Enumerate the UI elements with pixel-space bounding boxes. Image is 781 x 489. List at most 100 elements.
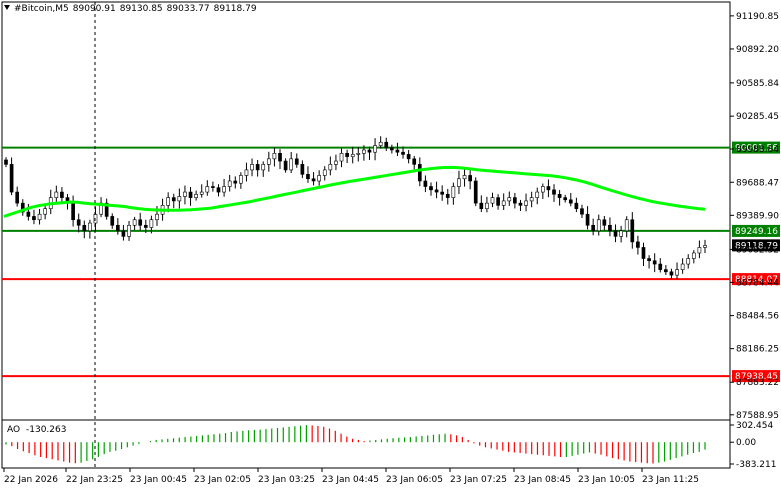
candle-body [518, 202, 523, 206]
price-tick-label: 90892.20 [736, 45, 779, 55]
close-price: 89118.79 [213, 4, 257, 14]
candle-body [664, 269, 668, 273]
candle-body [513, 197, 517, 204]
dropdown-arrow-icon[interactable] [4, 5, 10, 10]
candle-body [680, 263, 685, 270]
ao-tick-label: 0.00 [736, 438, 756, 448]
candle-body [557, 193, 562, 198]
candle-body [32, 216, 36, 221]
level-label-bg [732, 273, 780, 286]
time-tick-label: 23 Jan 03:25 [258, 475, 315, 485]
candle-body [250, 164, 254, 171]
candle-body [82, 224, 87, 232]
candle-body [390, 147, 394, 151]
candle-body [334, 160, 338, 165]
candle-body [116, 224, 120, 232]
time-tick-label: 23 Jan 10:05 [578, 475, 635, 485]
candle-body [239, 175, 243, 184]
price-tick-label: 89988.84 [736, 145, 779, 155]
candle-body [647, 258, 651, 262]
price-tick-label: 87883.22 [736, 378, 779, 388]
candle-body [255, 164, 260, 171]
time-tick-label: 23 Jan 00:45 [130, 475, 187, 485]
chart-frame [1, 1, 731, 469]
candle-body [227, 180, 232, 187]
candle-body [104, 202, 109, 217]
candle-body [395, 149, 400, 153]
level-label-bg [732, 141, 780, 154]
price-tick-label: 90585.84 [736, 79, 779, 89]
candle-body [26, 211, 31, 217]
candle-body [289, 158, 294, 171]
time-tick-label: 23 Jan 07:25 [450, 475, 507, 485]
candle-body [490, 197, 495, 204]
price-axis: 91190.85 90892.20 90585.84 90285.45 89988.84… [730, 12, 779, 421]
candle-body [76, 219, 81, 226]
ao-value: -130.263 [26, 425, 66, 435]
candle-body [440, 191, 445, 195]
time-tick-label: 22 Jan 2026 [4, 475, 58, 485]
price-tick-label: 90285.45 [736, 112, 779, 122]
candle-body [686, 258, 691, 265]
candle-body [540, 186, 545, 193]
ao-indicator: 302.454 0.00 -383.211 AO -130.263 [5, 421, 776, 470]
candle-body [697, 247, 702, 254]
moving-average [3, 165, 706, 218]
candle-body [194, 193, 198, 198]
candle-body [669, 271, 674, 276]
time-axis: 22 Jan 2026 22 Jan 23:25 23 Jan 00:45 23 Ja… [3, 468, 699, 485]
candle-body [272, 153, 277, 160]
time-tick-label: 23 Jan 11:25 [642, 475, 699, 485]
candle-body [585, 213, 590, 226]
candle-body [568, 199, 573, 204]
candle-body [362, 149, 366, 154]
time-tick-label: 23 Jan 08:45 [514, 475, 571, 485]
time-tick-label: 22 Jan 23:25 [66, 475, 123, 485]
candle-body [574, 202, 579, 209]
candle-body [473, 180, 478, 204]
candle-body [546, 186, 551, 191]
candles [4, 136, 707, 280]
candle-body [266, 158, 271, 165]
candle-body [401, 151, 405, 155]
price-tick-label: 88484.56 [736, 312, 779, 322]
candle-body [283, 160, 288, 171]
level-label: 89249.16 [735, 227, 778, 237]
candle-body [630, 219, 635, 243]
time-tick-label: 23 Jan 06:05 [386, 475, 443, 485]
candle-body [261, 164, 266, 171]
candle-body [132, 219, 137, 226]
candle-body [328, 164, 333, 171]
candle-body [535, 191, 540, 198]
candle-body [507, 197, 512, 202]
candle-body [691, 252, 696, 259]
candle-body [641, 247, 646, 259]
candle-body [429, 186, 433, 191]
level-label-bg [732, 370, 780, 383]
candle-body [71, 202, 75, 221]
candle-body [434, 189, 439, 193]
candle-body [199, 191, 204, 195]
plot-border [1, 1, 731, 469]
candle-body [613, 230, 618, 237]
candle-body [367, 149, 372, 153]
candle-body [462, 175, 467, 180]
candle-body [155, 213, 159, 221]
symbol-label[interactable]: #Bitcoin,M5 [14, 4, 69, 14]
candle-body [121, 230, 126, 237]
candle-body [345, 153, 349, 157]
candle-body [619, 230, 623, 237]
level-label: 88814.07 [735, 275, 778, 285]
candle-body [177, 196, 182, 202]
candle-body [9, 164, 14, 193]
level-label-bg [732, 224, 780, 237]
price-tick-label: 89389.90 [736, 211, 779, 221]
candle-body [356, 153, 361, 155]
candle-body [311, 178, 316, 182]
ma-line [3, 165, 706, 218]
candle-body [703, 245, 707, 248]
ao-tick-label: 302.454 [736, 421, 773, 431]
candle-body [110, 216, 115, 226]
candle-body [445, 193, 450, 198]
